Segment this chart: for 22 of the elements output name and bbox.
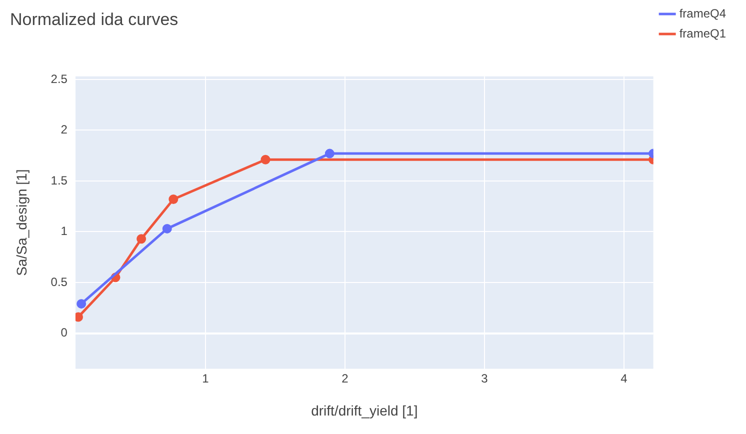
point — [76, 299, 86, 309]
point — [260, 154, 270, 164]
x-axis-title: drift/drift_yield [1] — [311, 402, 418, 418]
y-tick-label: 0.5 — [50, 274, 68, 289]
x-tick-label: 4 — [620, 371, 628, 386]
x-tick-label: 3 — [481, 371, 488, 386]
point — [162, 224, 172, 234]
y-tick-label: 2 — [60, 122, 68, 137]
point — [75, 312, 84, 322]
y-tick-label: 1.5 — [50, 173, 68, 188]
x-tick-label: 2 — [342, 371, 349, 386]
chart-title: Normalized ida curves — [10, 10, 178, 29]
x-tick-label: 1 — [202, 371, 210, 386]
y-tick-label: 0 — [60, 326, 68, 340]
point — [136, 234, 146, 244]
point — [168, 194, 178, 204]
y-tick-label: 1 — [60, 224, 68, 238]
y-axis-title: Sa/Sa_design [1] — [13, 169, 30, 276]
point — [324, 148, 334, 158]
legend-label: frameQ1 — [679, 26, 726, 40]
legend-label: frameQ4 — [679, 6, 726, 20]
y-tick-label: 2.5 — [50, 72, 68, 86]
